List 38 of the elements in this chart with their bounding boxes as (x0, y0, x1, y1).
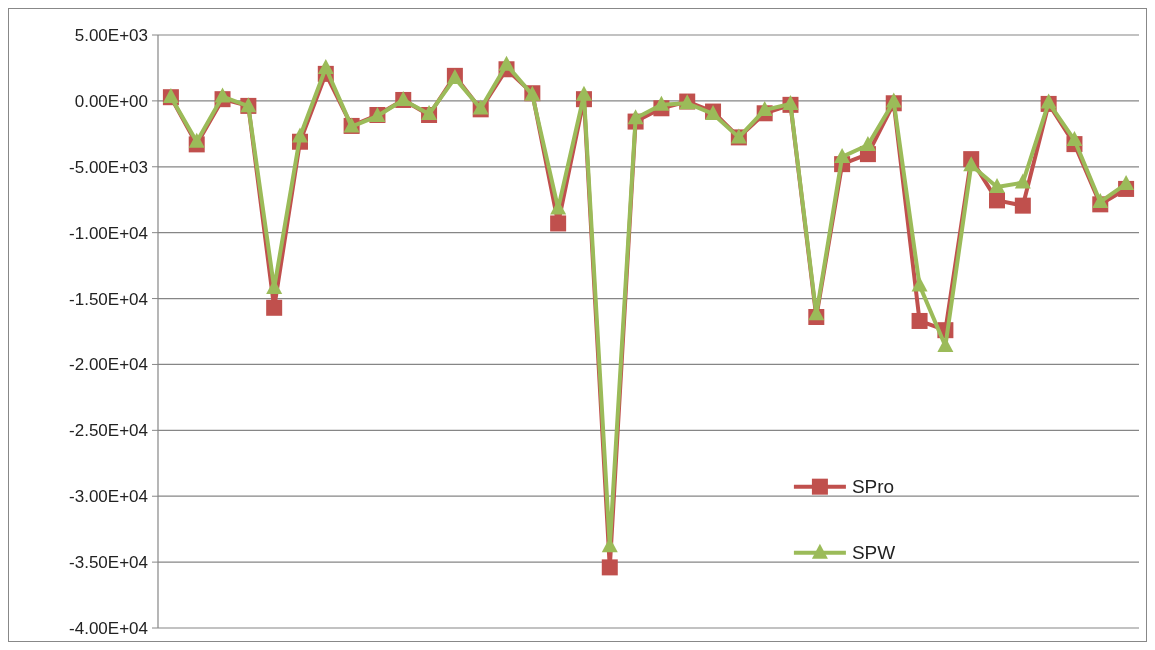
y-tick-label: -2.00E+04 (69, 355, 148, 375)
y-tick-label: 5.00E+03 (74, 25, 148, 45)
point (989, 192, 1006, 209)
point (1118, 174, 1135, 190)
y-tick-label: -4.00E+04 (69, 618, 148, 638)
point (834, 147, 851, 163)
y-tick-label: -3.00E+04 (69, 487, 148, 507)
point (601, 559, 618, 576)
point (885, 92, 902, 108)
legend-label: SPW (851, 542, 896, 564)
point (989, 177, 1006, 193)
point (550, 215, 567, 232)
point (1066, 131, 1083, 147)
legend-label: SPro (851, 476, 895, 498)
point (1092, 192, 1109, 208)
point (188, 132, 205, 148)
point (266, 299, 283, 316)
y-tick-label: 0.00E+00 (74, 91, 148, 111)
y-tick-label: -2.50E+04 (69, 421, 148, 441)
point (1014, 197, 1031, 214)
y-tick-label: -1.50E+04 (69, 289, 148, 309)
point (937, 337, 954, 352)
point (911, 312, 928, 329)
point (627, 109, 644, 125)
point (859, 136, 876, 152)
y-tick-label: -5.00E+03 (69, 157, 148, 177)
point (911, 276, 928, 292)
point (498, 55, 515, 71)
point (963, 156, 980, 172)
y-tick-label: -1.00E+04 (69, 223, 148, 243)
point (653, 95, 670, 111)
point (214, 87, 231, 103)
y-tick-label: -3.50E+04 (69, 553, 148, 573)
point (291, 127, 308, 143)
point (575, 85, 592, 101)
point (317, 58, 334, 74)
point (1014, 173, 1031, 189)
point (756, 100, 773, 116)
